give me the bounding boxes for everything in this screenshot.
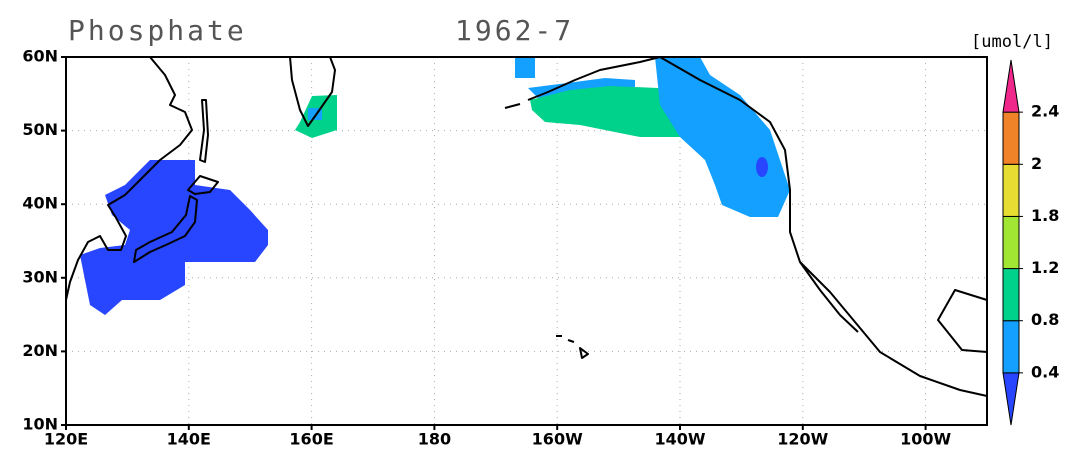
colorbar-label: 1.8 — [1031, 206, 1059, 225]
colorbar-end — [1002, 372, 1020, 426]
x-tick-label: 160W — [532, 430, 583, 449]
x-tick-label: 160E — [289, 430, 333, 449]
title: Phosphate — [68, 14, 247, 47]
coast-asia — [65, 56, 193, 301]
y-tick-label: 50N — [22, 120, 58, 139]
coast-japan — [133, 99, 219, 263]
colorbar-end — [1002, 59, 1020, 113]
data-field — [80, 57, 790, 315]
colorbar: 0.4 0.8 1.2 1.8 2 2.4 — [1002, 59, 1059, 426]
y-tick-label: 60N — [22, 47, 58, 66]
colorbar-label: 1.2 — [1031, 258, 1059, 277]
x-tick-label: 140E — [167, 430, 211, 449]
coast-hawaii — [556, 335, 589, 359]
x-tick-label: 100W — [900, 430, 951, 449]
coast-alaska — [504, 56, 661, 109]
colorbar-segment — [1002, 268, 1020, 322]
y-tick-label: 30N — [22, 267, 58, 286]
colorbar-label: 0.8 — [1031, 310, 1059, 329]
colorbar-segment — [1002, 320, 1020, 374]
colorbar-label: 2 — [1031, 154, 1042, 173]
x-tick-label: 140W — [654, 430, 705, 449]
colorbar-segment — [1002, 163, 1020, 217]
date: 1962-7 — [455, 14, 574, 47]
field-patch — [655, 57, 790, 217]
plot-frame — [65, 56, 988, 426]
x-tick-label: 180 — [418, 430, 451, 449]
colorbar-label: 0.4 — [1031, 362, 1059, 381]
colorbar-segment — [1002, 111, 1020, 165]
coast-kamchatka — [289, 56, 336, 127]
y-tick-label: 10N — [22, 415, 58, 434]
y-tick-label: 20N — [22, 341, 58, 360]
field-patch — [515, 57, 535, 78]
y-tick-label: 40N — [22, 194, 58, 213]
colorbar-label: 2.4 — [1031, 102, 1059, 121]
x-tick-label: 120W — [777, 430, 828, 449]
field-patch — [756, 157, 768, 177]
coast-america — [659, 56, 988, 397]
colorbar-segment — [1002, 215, 1020, 270]
field-patch — [530, 86, 680, 137]
units: [umol/l] — [971, 32, 1053, 52]
x-tick-label: 120E — [44, 430, 88, 449]
coastlines — [65, 56, 988, 397]
field-patch — [80, 160, 268, 315]
